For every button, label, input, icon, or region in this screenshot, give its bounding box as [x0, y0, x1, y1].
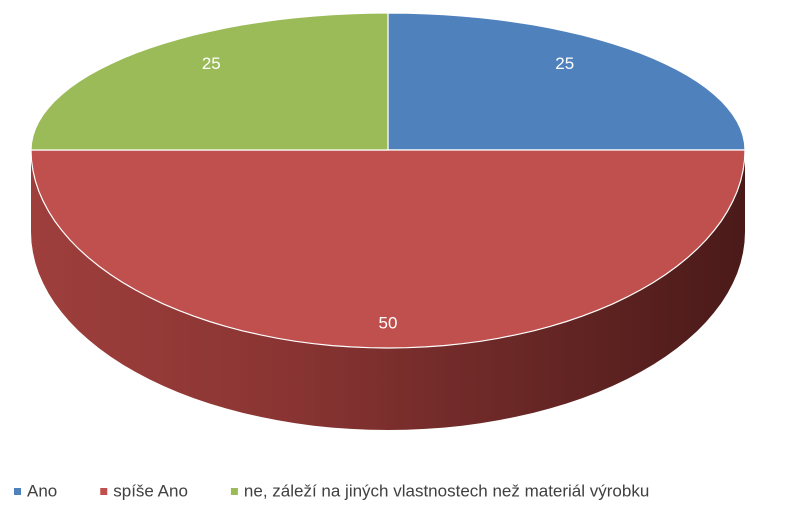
- legend-swatch: [230, 488, 238, 495]
- data-label: 25: [202, 54, 221, 73]
- pie-slice: [30, 149, 746, 349]
- data-label: 50: [379, 314, 398, 333]
- data-label: 25: [555, 54, 574, 73]
- pie-slice: [30, 12, 389, 151]
- legend-swatch: [100, 488, 108, 495]
- legend-swatch: [14, 488, 21, 495]
- legend-label: Ano: [27, 481, 57, 500]
- legend-label: spíše Ano: [113, 481, 188, 500]
- legend-label: ne, záleží na jiných vlastnostech než ma…: [244, 481, 649, 500]
- pie-slice: [387, 12, 746, 151]
- pie-side: [31, 150, 745, 430]
